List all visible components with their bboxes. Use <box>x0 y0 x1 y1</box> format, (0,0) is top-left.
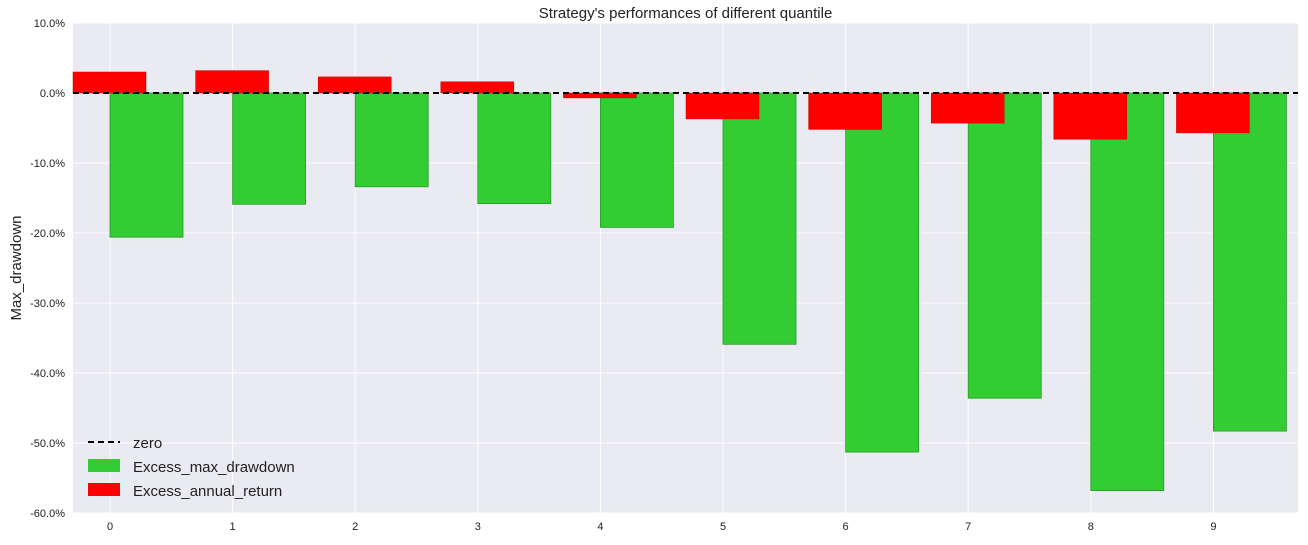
legend-label-excess-annual-return: Excess_annual_return <box>133 483 282 500</box>
bar-excess-annual-return-4 <box>563 92 637 99</box>
y-tick-label: 10.0% <box>34 18 65 30</box>
bar-excess-annual-return-3 <box>440 81 515 94</box>
bar-excess-annual-return-9 <box>1176 92 1250 134</box>
legend-swatch-excess-annual-return <box>88 483 120 496</box>
y-tick-label: -10.0% <box>30 158 65 170</box>
x-tick-label: 4 <box>597 521 603 533</box>
x-axis-ticks: 0 1 2 3 4 5 6 7 8 9 <box>107 521 1217 533</box>
bar-excess-annual-return-1 <box>195 70 269 94</box>
legend: zero Excess_max_drawdown Excess_annual_r… <box>88 435 295 500</box>
bar-excess-max-drawdown-5 <box>722 92 797 345</box>
bar-excess-max-drawdown-4 <box>600 92 674 228</box>
y-tick-label: -60.0% <box>30 508 65 520</box>
x-tick-label: 2 <box>352 521 358 533</box>
bar-excess-annual-return-7 <box>930 92 1005 124</box>
x-tick-label: 8 <box>1088 521 1094 533</box>
x-tick-label: 7 <box>965 521 971 533</box>
bar-excess-annual-return-5 <box>685 92 760 120</box>
y-tick-label: -20.0% <box>30 228 65 240</box>
bar-excess-annual-return-2 <box>317 76 392 94</box>
legend-label-excess-max-drawdown: Excess_max_drawdown <box>133 459 295 476</box>
y-tick-label: -50.0% <box>30 438 65 450</box>
bar-excess-annual-return-0 <box>72 71 147 94</box>
bar-excess-max-drawdown-9 <box>1213 92 1287 432</box>
bar-excess-max-drawdown-2 <box>354 92 429 188</box>
bar-excess-annual-return-8 <box>1053 92 1128 140</box>
x-tick-label: 9 <box>1210 521 1216 533</box>
chart-title: Strategy's performances of different qua… <box>539 5 833 22</box>
legend-swatch-excess-max-drawdown <box>88 459 120 472</box>
bar-excess-max-drawdown-8 <box>1090 92 1165 492</box>
bar-excess-annual-return-6 <box>808 92 882 130</box>
y-tick-label: 0.0% <box>40 88 65 100</box>
y-tick-label: -40.0% <box>30 368 65 380</box>
bars <box>72 70 1287 492</box>
bar-excess-max-drawdown-7 <box>967 92 1042 399</box>
x-tick-label: 0 <box>107 521 113 533</box>
x-tick-label: 6 <box>843 521 849 533</box>
x-tick-label: 3 <box>475 521 481 533</box>
y-axis-label: Max_drawdown <box>8 215 25 320</box>
x-tick-label: 1 <box>230 521 236 533</box>
y-axis-ticks: 10.0% 0.0% -10.0% -20.0% -30.0% -40.0% -50.0% -… <box>30 18 65 520</box>
bar-excess-max-drawdown-6 <box>845 92 919 453</box>
bar-excess-max-drawdown-3 <box>477 92 552 204</box>
x-tick-label: 5 <box>720 521 726 533</box>
bar-excess-max-drawdown-1 <box>232 92 307 205</box>
legend-label-zero: zero <box>133 435 162 452</box>
y-tick-label: -30.0% <box>30 298 65 310</box>
bar-excess-max-drawdown-0 <box>109 92 184 238</box>
